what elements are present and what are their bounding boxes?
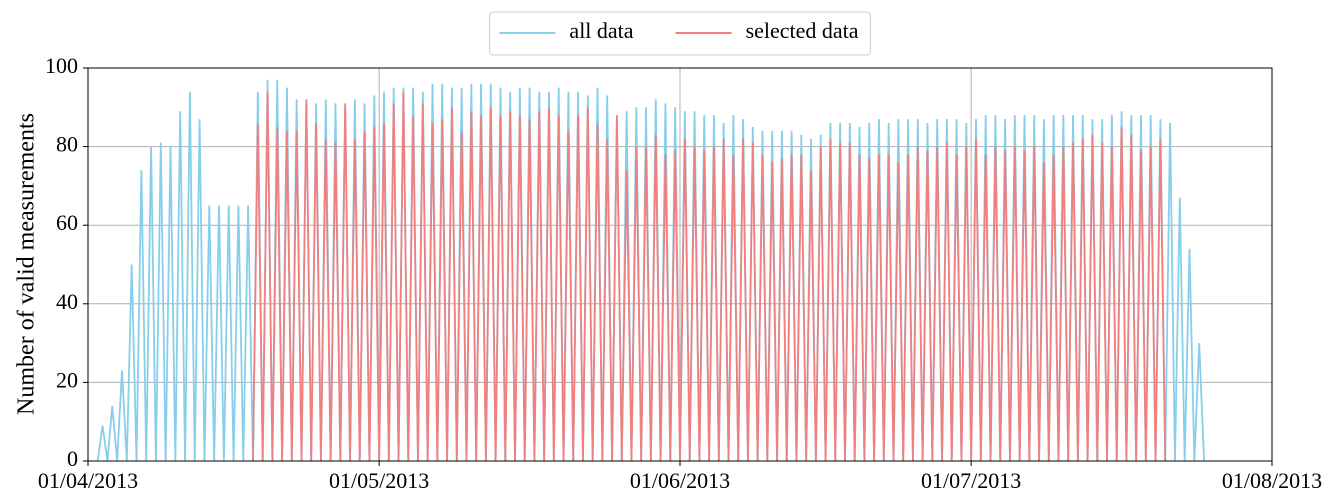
- legend: all data selected data: [488, 11, 872, 56]
- y-axis-label: Number of valid measurements: [14, 113, 40, 415]
- x-tick-label: 01/06/2013: [630, 468, 730, 493]
- y-tick-label: 20: [56, 367, 78, 392]
- y-tick-label: 80: [56, 132, 78, 157]
- y-tick-label: 60: [56, 210, 78, 235]
- x-tick-label: 01/08/2013: [1222, 468, 1322, 493]
- x-tick-label: 01/04/2013: [38, 468, 138, 493]
- y-tick-label: 0: [67, 446, 78, 471]
- legend-label: selected data: [746, 18, 859, 43]
- x-tick-label: 01/07/2013: [921, 468, 1021, 493]
- y-tick-label: 100: [45, 53, 78, 78]
- legend-label: all data: [569, 18, 633, 43]
- x-tick-label: 01/05/2013: [329, 468, 429, 493]
- y-tick-label: 40: [56, 289, 78, 314]
- plot-frame: [87, 67, 1273, 462]
